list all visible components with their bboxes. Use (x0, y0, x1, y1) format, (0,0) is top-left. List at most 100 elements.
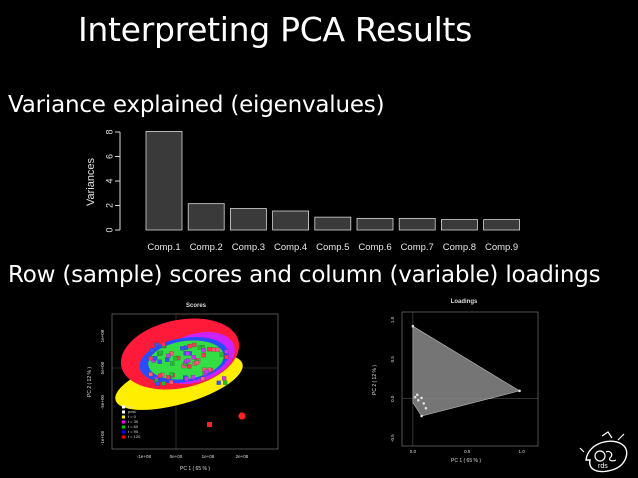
bar-x-tick-labels: Comp.1 Comp.2 Comp.3 Comp.4 Comp.5 Comp.6 Comp… (147, 242, 518, 253)
score-point (207, 367, 212, 372)
scores-x-tick-label: 1e+08 (202, 454, 215, 459)
loading-point (413, 395, 417, 399)
score-point (197, 345, 203, 350)
bar-x-tick-label: Comp.9 (485, 242, 518, 253)
loadings-y-axis-label: PC 2 ( 12 % ) (372, 365, 378, 395)
bar-y-axis: 0 2 4 6 8 (104, 129, 121, 233)
score-point (187, 343, 192, 349)
bar-x-tick-label: Comp.7 (401, 242, 434, 253)
section-heading-scores-loadings: Row (sample) scores and column (variable… (8, 262, 601, 288)
legend-label: t = 90 (128, 429, 139, 434)
loadings-y-tick-label: -0.5 (390, 434, 395, 442)
score-point (154, 342, 159, 347)
loadings-y-tick-label: 1.0 (390, 316, 395, 323)
legend-swatch (122, 435, 125, 439)
legend-label: t = 120 (128, 434, 141, 439)
score-point (149, 348, 155, 353)
legend-swatch (122, 410, 125, 414)
scores-y-tick-label: -1e+08 (100, 430, 105, 445)
bar-y-tick-label: 0 (104, 227, 114, 232)
svg-text:rds: rds (598, 463, 608, 470)
score-point (194, 360, 200, 365)
scores-y-tick-labels: -1e+08 -5e+00 5e+00 1e+08 (100, 329, 105, 445)
loadings-x-tick-label: 0.0 (410, 449, 417, 454)
loading-point (417, 398, 420, 402)
bar-y-tick-label: 2 (104, 203, 114, 208)
score-point (158, 350, 163, 356)
score-point (148, 372, 153, 377)
variance-bar (187, 203, 225, 231)
legend-swatch (122, 405, 125, 409)
loadings-y-tick-label: 0.0 (390, 395, 395, 402)
loadings-plot-frame (401, 311, 539, 447)
legend-swatch (122, 425, 125, 429)
score-points (148, 341, 229, 386)
variance-bar (440, 219, 478, 231)
bar-x-tick-label: Comp.5 (316, 242, 349, 253)
loadings-x-axis-label: PC 1 ( 65 % ) (451, 458, 481, 464)
score-point (157, 373, 163, 378)
score-point (148, 356, 153, 361)
bar-marks (145, 130, 521, 231)
loadings-x-tick-label: 1.0 (519, 449, 526, 454)
score-point (166, 375, 171, 380)
bar-y-tick-label: 8 (104, 129, 114, 134)
bar-y-tick-label: 6 (104, 154, 114, 159)
bar-y-tick-label: 4 (104, 178, 114, 183)
legend-swatch (122, 420, 125, 424)
loading-point (424, 406, 428, 410)
legend-swatch (122, 430, 125, 434)
score-point (169, 351, 174, 356)
score-point (207, 347, 212, 352)
score-point (200, 376, 205, 381)
score-point (201, 353, 206, 358)
bar-x-tick-label: Comp.1 (147, 242, 180, 253)
variance-bar (145, 130, 183, 231)
score-point (180, 346, 185, 351)
scores-x-tick-labels: -1e+08 0e+00 1e+08 2e+08 (137, 454, 249, 459)
score-point (219, 352, 224, 357)
score-point (169, 380, 174, 385)
score-point (224, 349, 229, 354)
loading-point (411, 324, 415, 328)
variance-bar (356, 217, 394, 231)
loading-point (422, 402, 426, 405)
scores-plot-title: Scores (186, 303, 207, 309)
loading-point (415, 393, 419, 397)
score-point (169, 372, 174, 377)
legend-label: t = 0 (128, 414, 137, 419)
legend-label: t = 30 (128, 419, 139, 424)
score-point (161, 341, 166, 347)
slide-title: Interpreting PCA Results (78, 10, 472, 49)
loading-point (420, 414, 423, 418)
outlier-point (238, 412, 246, 420)
score-point (190, 375, 196, 380)
loading-point (518, 389, 521, 393)
scores-plot-frame (111, 313, 279, 450)
score-point (222, 376, 227, 381)
scores-y-tick-label: 1e+08 (100, 329, 105, 342)
score-point (186, 358, 191, 363)
bar-x-tick-label: Comp.4 (274, 242, 307, 253)
score-point (224, 354, 229, 360)
score-point (170, 361, 175, 366)
score-point (192, 342, 197, 348)
loadings-plot: Loadings 0.0 0.5 1.0 -0.5 0.0 0.5 1.0 PC 1 ( … (362, 294, 548, 466)
legend-label: t = 60 (128, 424, 139, 429)
legend-label: post (128, 409, 136, 414)
section-heading-variance: Variance explained (eigenvalues) (8, 92, 385, 118)
variance-bar (398, 217, 436, 231)
legend-label: pre (128, 404, 135, 409)
score-point (184, 376, 189, 381)
bar-x-tick-label: Comp.8 (443, 242, 476, 253)
scores-x-axis-label: PC 1 ( 65 % ) (180, 466, 210, 472)
score-point (216, 380, 221, 385)
score-point (165, 357, 170, 362)
loadings-y-tick-labels: -0.5 0.0 0.5 1.0 (390, 316, 395, 442)
loadings-points (411, 324, 521, 418)
logo-icon: rds (579, 431, 628, 473)
score-point (166, 353, 171, 358)
score-point (187, 364, 192, 369)
variance-bar (229, 208, 267, 231)
